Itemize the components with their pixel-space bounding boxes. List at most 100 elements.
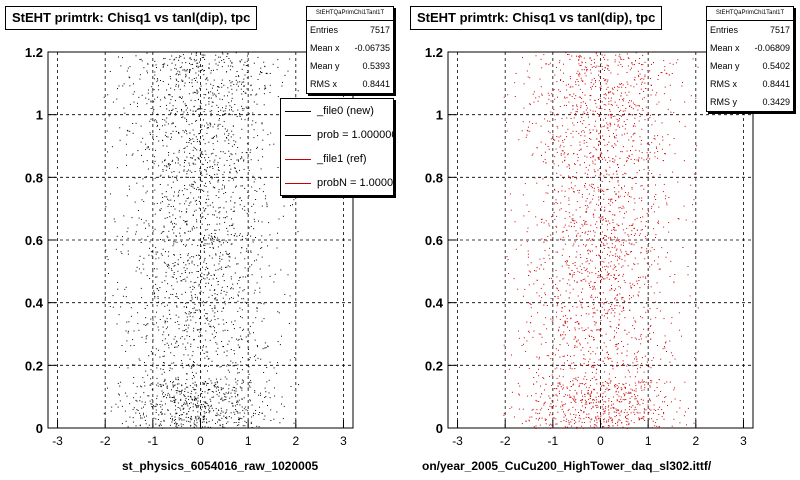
data-point [586,69,588,71]
data-point [612,222,614,223]
data-point [582,347,584,349]
data-point [226,227,228,229]
data-point [226,355,228,357]
data-point [604,157,605,159]
data-point [247,162,249,164]
data-point [244,61,246,63]
data-point [629,392,631,394]
data-point [635,321,637,323]
data-point [220,151,222,153]
data-point [605,406,607,408]
data-point [581,263,583,265]
data-point [205,153,207,155]
data-point [629,384,631,386]
data-point [235,362,237,364]
data-point [561,231,563,233]
data-point [224,113,225,115]
data-point [145,176,147,178]
data-point [593,282,595,284]
data-point [576,72,578,74]
data-point [138,96,140,98]
data-point [208,421,210,423]
data-point [158,414,160,416]
data-point [235,76,237,77]
data-point [191,256,193,257]
data-point [186,420,188,422]
data-point [139,424,141,426]
data-point [146,147,148,149]
data-point [552,362,554,364]
data-point [583,142,585,144]
data-point [187,260,189,262]
data-point [214,237,216,239]
data-point [205,186,207,187]
data-point [194,397,196,399]
data-point [225,266,226,268]
data-point [629,298,630,300]
data-point [202,404,204,406]
data-point [257,146,258,148]
data-point [242,381,244,383]
data-point [209,182,211,184]
data-point [642,208,643,210]
data-point [555,423,557,425]
data-point [628,254,630,256]
data-point [198,207,200,209]
data-point [221,410,223,412]
data-point [256,147,258,149]
data-point [598,401,600,403]
data-point [614,59,616,61]
data-point [181,190,183,192]
data-point [189,109,191,111]
data-point [523,337,525,339]
data-point [573,338,575,340]
data-point [212,126,214,128]
data-point [203,251,205,253]
data-point [241,185,243,187]
data-point [245,336,247,338]
data-point [602,126,604,128]
data-point [237,85,239,87]
data-point [126,164,127,166]
data-point [250,84,252,86]
data-point [166,196,168,198]
data-point [579,227,581,229]
data-point [602,404,604,406]
data-point [211,284,212,286]
data-point [600,245,602,247]
data-point [127,253,129,255]
data-point [585,313,587,315]
data-point [625,416,627,418]
data-point [634,104,636,105]
data-point [643,306,645,308]
data-point [232,402,234,404]
data-point [161,193,163,195]
data-point [601,406,603,408]
data-point [583,111,585,113]
data-point [578,420,580,422]
data-point [196,62,198,64]
data-point [217,124,219,126]
data-point [590,157,592,159]
data-point [576,251,578,253]
data-point [193,187,195,189]
data-point [211,257,213,259]
data-point [181,360,182,362]
data-point [552,134,554,136]
data-point [683,160,685,162]
data-point [206,77,208,79]
data-point [646,152,648,154]
data-point [250,251,252,253]
data-point [249,400,251,402]
data-point [657,157,659,159]
data-point [576,428,578,429]
data-point [182,365,184,367]
data-point [186,403,188,405]
data-point [206,173,208,175]
data-point [161,201,163,203]
data-point [624,255,626,257]
data-point [235,79,237,81]
data-point [631,230,633,232]
data-point [555,199,557,201]
data-point [166,166,168,168]
